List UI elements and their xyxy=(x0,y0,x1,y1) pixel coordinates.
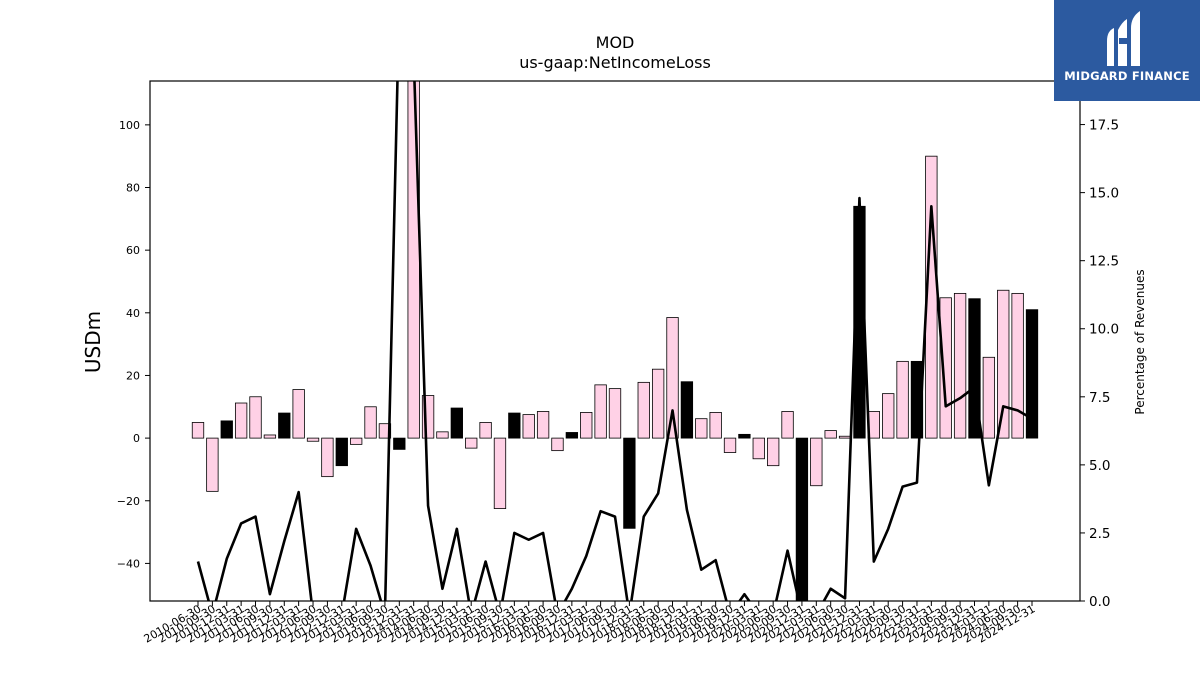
bar-2016-12-31 xyxy=(565,432,579,439)
bar-2021-09-30 xyxy=(838,435,852,439)
bar-2020-06-30 xyxy=(767,437,780,467)
bar-2021-06-30 xyxy=(824,430,837,439)
bar-2011-03-31 xyxy=(234,402,248,439)
y2-tick-label: 15.0 xyxy=(1089,186,1119,202)
bar-2015-09-30 xyxy=(493,437,507,509)
bar-2014-03-31 xyxy=(407,81,420,439)
bar-2023-12-31 xyxy=(968,298,981,439)
y2-tick-label: 10.0 xyxy=(1089,322,1119,338)
y2-tick-label: 12.5 xyxy=(1089,254,1119,270)
bar-2016-09-30 xyxy=(551,437,564,452)
bar-2019-03-31 xyxy=(695,418,708,439)
bar-2024-03-31 xyxy=(982,356,996,439)
line-layer xyxy=(196,81,1033,601)
bar-2014-09-30 xyxy=(436,431,449,439)
midgard-m-icon xyxy=(1107,11,1140,66)
y-tick-label: −40 xyxy=(117,557,140,570)
bar-2011-06-30 xyxy=(249,396,262,439)
bar-2018-06-30 xyxy=(651,368,665,439)
bar-2023-09-30 xyxy=(953,292,967,439)
bar-2024-06-30 xyxy=(997,289,1010,439)
bar-2010-06-30 xyxy=(191,422,205,439)
bar-2019-06-30 xyxy=(709,412,722,439)
y2-tick-label: 2.5 xyxy=(1089,526,1110,542)
bar-2016-03-31 xyxy=(522,414,535,439)
y-tick-label: 20 xyxy=(126,369,140,382)
bar-2017-12-31 xyxy=(623,437,636,529)
y-tick-label: 0 xyxy=(133,432,140,445)
bar-2024-09-30 xyxy=(1011,292,1024,439)
bar-2021-03-31 xyxy=(810,437,823,487)
bar-2012-12-31 xyxy=(335,437,348,467)
y2-tick-label: 17.5 xyxy=(1089,118,1119,134)
bar-2015-12-31 xyxy=(508,412,521,439)
bar-2022-12-31 xyxy=(910,360,924,439)
y-tick-label: 80 xyxy=(126,182,140,195)
chart-subtitle: us-gaap:NetIncomeLoss xyxy=(519,53,711,72)
bar-2017-06-30 xyxy=(594,384,607,439)
ticks-layer: −40 −20 0 20 40 60 80 100 0.0 2.5 5.0 7.5 10.0 12.5 15… xyxy=(117,118,1119,646)
y-tick-label: 40 xyxy=(126,307,140,320)
y-tick-label: −20 xyxy=(117,495,140,508)
y-tick-label: 60 xyxy=(126,244,140,257)
bar-2020-03-31 xyxy=(752,437,765,460)
y2-tick-label: 0.0 xyxy=(1089,594,1110,610)
bar-2019-12-31 xyxy=(738,433,751,439)
bar-2015-06-30 xyxy=(479,422,492,439)
bar-2016-06-30 xyxy=(536,411,550,439)
bar-2017-09-30 xyxy=(608,388,622,439)
y-tick-label: 100 xyxy=(119,119,140,132)
bar-2013-06-30 xyxy=(364,406,377,439)
bar-2012-09-30 xyxy=(321,437,334,478)
series-line-pct-of-revenues xyxy=(196,81,1033,601)
bar-2015-03-31 xyxy=(465,437,478,449)
y2-tick-label: 7.5 xyxy=(1089,390,1110,406)
bar-2022-09-30 xyxy=(896,360,909,439)
bar-2014-06-30 xyxy=(421,395,435,439)
y2-tick-label: 5.0 xyxy=(1089,458,1110,474)
bar-2011-12-31 xyxy=(278,412,291,439)
chart-title: MOD xyxy=(596,33,635,52)
bar-2018-12-31 xyxy=(680,381,694,439)
midgard-finance-logo: MIDGARD FINANCE xyxy=(1054,0,1200,101)
bar-2020-09-30 xyxy=(781,411,794,439)
bar-2012-06-30 xyxy=(306,437,320,442)
bar-2022-06-30 xyxy=(882,393,895,439)
logo-text: MIDGARD FINANCE xyxy=(1064,69,1190,83)
bar-2018-09-30 xyxy=(666,317,679,439)
bar-2023-06-30 xyxy=(939,297,952,439)
bar-2013-09-30 xyxy=(378,423,392,439)
bar-2010-09-30 xyxy=(206,437,219,492)
bar-2018-03-31 xyxy=(637,381,650,439)
bar-2024-12-31 xyxy=(1025,309,1039,439)
bar-2012-03-31 xyxy=(292,389,305,439)
bar-2014-12-31 xyxy=(450,407,463,439)
bar-2010-12-31 xyxy=(220,420,233,439)
bar-2013-03-31 xyxy=(350,437,363,445)
bar-2011-09-30 xyxy=(263,434,277,439)
y2-axis-label: Percentage of Revenues xyxy=(1133,269,1147,414)
bar-2017-03-31 xyxy=(580,412,593,439)
bar-2020-12-31 xyxy=(795,437,809,601)
bar-2019-09-30 xyxy=(723,437,737,453)
y-axis-label: USDm xyxy=(81,311,105,373)
bar-2013-12-31 xyxy=(393,437,406,450)
bars-layer xyxy=(191,81,1039,601)
